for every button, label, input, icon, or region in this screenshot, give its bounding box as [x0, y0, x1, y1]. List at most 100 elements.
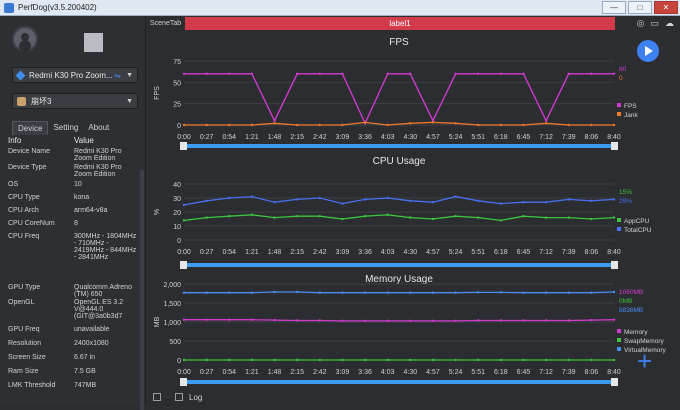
x-tick-label: 3:09 — [336, 369, 350, 376]
main-panel: SceneTab label1 ◎ ▭ ☁ FPS FPS 0 25 50 75 0:00 0… — [147, 16, 680, 405]
x-tick-label: 6:45 — [517, 369, 531, 376]
x-tick-label: 6:45 — [517, 134, 531, 141]
scene-tab[interactable]: SceneTab — [150, 20, 182, 27]
row-value: 6.67 in — [74, 354, 96, 361]
x-tick-label: 2:42 — [313, 369, 327, 376]
table-row: Ram Size 7.5 GB — [8, 368, 140, 382]
data-point — [295, 215, 299, 218]
close-button[interactable]: ✕ — [654, 1, 678, 14]
x-tick-label: 8:06 — [585, 249, 599, 256]
data-point — [567, 319, 570, 322]
x-tick-label: 7:39 — [562, 249, 576, 256]
table-row: Device Name Redmi K30 Pro Zoom Edition — [8, 148, 140, 164]
data-point — [318, 319, 321, 322]
data-point — [522, 215, 525, 218]
sidebar-scrollbar[interactable] — [140, 170, 144, 410]
maximize-button[interactable]: □ — [628, 1, 652, 14]
folder-icon[interactable]: ▭ — [650, 18, 659, 28]
data-point — [477, 291, 480, 294]
data-point — [182, 358, 186, 362]
x-tick-label: 5:51 — [471, 249, 485, 256]
data-point — [318, 72, 321, 75]
x-tick-label: 3:36 — [358, 134, 372, 141]
data-point — [295, 319, 299, 322]
expand-icon[interactable] — [153, 393, 161, 401]
row-key: CPU Arch — [8, 207, 39, 214]
row-value: 10 — [74, 181, 82, 188]
y-axis-label: FPS — [154, 86, 161, 100]
row-key: OpenGL — [8, 299, 35, 306]
app-select[interactable]: 崩坏3 ▼ — [12, 93, 138, 109]
data-point — [522, 201, 525, 204]
data-point — [544, 119, 548, 122]
row-key: CPU CoreNum — [8, 220, 55, 227]
tab-setting[interactable]: Setting — [53, 123, 79, 132]
data-point — [612, 216, 616, 219]
x-tick-label: 7:12 — [539, 249, 553, 256]
data-point — [409, 72, 412, 75]
qr-code-icon[interactable] — [84, 33, 103, 52]
x-tick-label: 6:18 — [494, 134, 508, 141]
avatar[interactable] — [12, 26, 38, 52]
play-button[interactable] — [637, 40, 659, 62]
data-point — [431, 217, 435, 221]
x-tick-label: 0:27 — [200, 249, 214, 256]
current-value: 8836MB — [619, 307, 643, 314]
time-range-slider — [184, 380, 614, 384]
row-key: CPU Freq — [8, 233, 40, 240]
minimize-button[interactable]: — — [602, 1, 626, 14]
tab-device[interactable]: Device — [12, 121, 49, 135]
location-icon[interactable]: ◎ — [636, 18, 645, 28]
wifi-icon: ⇋ — [114, 71, 121, 80]
data-point — [273, 201, 276, 204]
data-point — [341, 291, 344, 294]
data-point — [182, 291, 186, 294]
data-point — [567, 123, 570, 127]
row-value: unavailable — [74, 326, 110, 333]
log-checkbox[interactable] — [175, 393, 183, 401]
x-tick-label: 8:40 — [607, 134, 621, 141]
data-point — [273, 358, 276, 362]
data-point — [499, 72, 503, 75]
x-tick-label: 4:30 — [404, 249, 418, 256]
data-point — [590, 72, 593, 75]
data-point — [544, 201, 548, 204]
data-point — [205, 72, 208, 75]
x-tick-label: 4:57 — [426, 369, 440, 376]
current-value: 0MB — [619, 298, 632, 305]
data-point — [182, 72, 186, 75]
row-key: Resolution — [8, 340, 42, 347]
data-point — [567, 291, 570, 294]
label-bar[interactable]: label1 — [185, 17, 615, 30]
data-point — [205, 291, 208, 294]
legend-memory: Memory — [624, 329, 648, 336]
data-point — [409, 319, 412, 323]
window-title: PerfDog(v3.5.200402) — [18, 3, 97, 12]
x-tick-label: 2:42 — [313, 249, 327, 256]
data-point — [612, 290, 616, 294]
bottom-bar: Log — [147, 389, 680, 405]
x-tick-label: 8:40 — [607, 249, 621, 256]
x-tick-label: 2:15 — [290, 369, 304, 376]
device-select[interactable]: Redmi K30 Pro Zoom... ⇋ ▼ — [12, 67, 138, 83]
data-point — [295, 198, 299, 201]
row-key: Ram Size — [8, 368, 39, 375]
x-tick-label: 3:36 — [358, 249, 372, 256]
y-tick-label: 500 — [169, 339, 181, 346]
data-point — [228, 358, 231, 362]
data-point — [386, 196, 389, 200]
y-tick-label: 40 — [173, 182, 181, 189]
data-point — [182, 123, 186, 127]
data-point — [522, 291, 525, 294]
add-button[interactable]: + — [637, 346, 653, 376]
data-point — [295, 358, 299, 362]
x-tick-label: 1:48 — [268, 369, 282, 376]
data-point — [409, 122, 412, 125]
data-point — [409, 216, 412, 219]
cloud-icon[interactable]: ☁ — [665, 18, 674, 28]
current-value: 60 — [619, 66, 627, 73]
data-point — [250, 358, 254, 362]
time-range-slider — [184, 263, 614, 267]
data-point — [318, 358, 321, 362]
tab-about[interactable]: About — [88, 123, 110, 132]
